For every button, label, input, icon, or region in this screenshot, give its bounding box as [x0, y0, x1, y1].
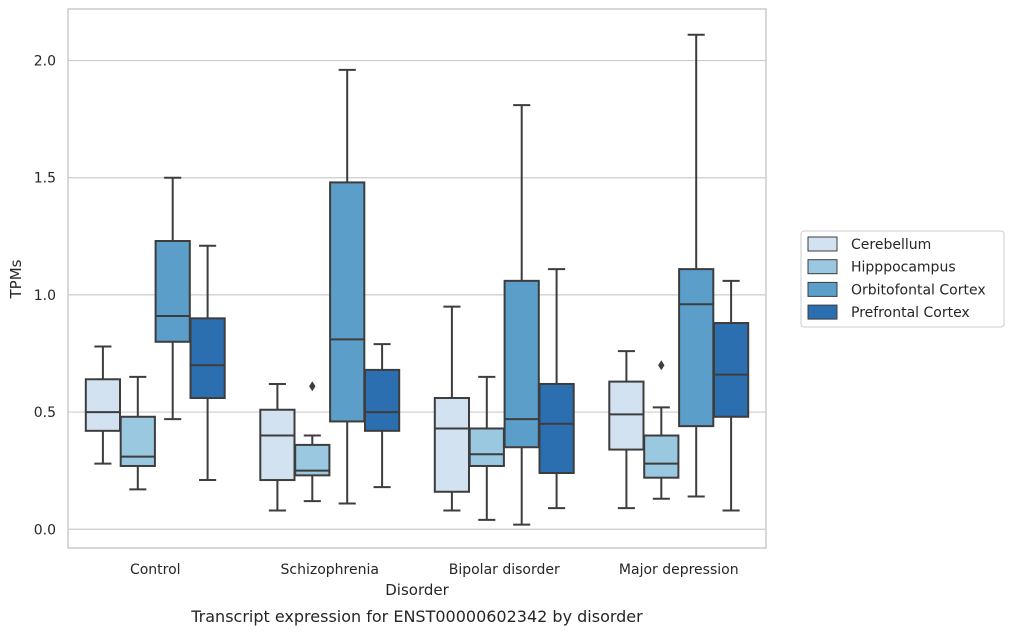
legend-frame — [800, 230, 1005, 328]
box-group — [538, 268, 575, 510]
y-tick-label: 2.0 — [34, 54, 56, 70]
box — [468, 427, 505, 467]
box — [363, 368, 401, 432]
x-tick-label: Bipolar disorder — [449, 562, 560, 578]
box-group — [294, 381, 331, 503]
y-tick-label: 0.5 — [34, 405, 56, 421]
box — [712, 322, 750, 418]
y-tick-labels: 0.0 0.5 1.0 1.5 2.0 — [34, 54, 56, 539]
legend-swatch — [807, 236, 838, 252]
x-axis-label: Disorder — [385, 581, 449, 599]
legend-label: Cerebellum — [851, 237, 931, 253]
box-group — [643, 360, 680, 500]
outlier-marker — [658, 360, 665, 371]
box-group — [678, 33, 715, 498]
box — [643, 434, 680, 479]
box — [608, 380, 645, 451]
plot-frame — [67, 8, 767, 549]
box-group — [503, 104, 540, 526]
x-tick-label: Schizophrenia — [281, 562, 379, 578]
legend-label: Hipppocampus — [851, 260, 956, 276]
x-tick-label: Major depression — [619, 562, 739, 578]
box — [154, 240, 191, 343]
x-tick-labels: Control Schizophrenia Bipolar disorder Majo… — [130, 562, 739, 578]
legend-swatch — [807, 259, 838, 275]
y-axis-label: TPMs — [7, 259, 25, 299]
box — [678, 268, 715, 428]
y-tick-label: 1.5 — [34, 171, 56, 187]
y-tick-label: 1.0 — [34, 288, 56, 304]
box — [538, 382, 575, 475]
legend-swatch — [807, 304, 838, 320]
legend: Cerebellum Hipppocampus Orbitofontal Corte… — [800, 230, 1005, 328]
box-group — [119, 375, 156, 491]
x-tick-label: Control — [130, 562, 181, 578]
box — [189, 317, 226, 400]
box — [119, 415, 156, 467]
box-group — [259, 382, 296, 512]
box-groups — [84, 33, 750, 526]
legend-label: Orbitofontal Cortex — [851, 282, 986, 298]
box-group — [363, 343, 401, 489]
box — [84, 378, 122, 432]
box — [329, 181, 366, 423]
outlier-marker — [309, 381, 316, 392]
box-group — [189, 244, 226, 482]
y-tick-label: 0.0 — [34, 522, 56, 538]
box — [503, 279, 540, 449]
box — [259, 408, 296, 482]
box-group — [608, 350, 645, 510]
box-group — [84, 345, 122, 465]
figure-caption: Transcript expression for ENST0000060234… — [190, 607, 643, 626]
legend-label: Prefrontal Cortex — [851, 305, 970, 321]
box-group — [154, 176, 191, 421]
box — [433, 397, 471, 493]
box-group — [329, 68, 366, 505]
box-group — [468, 375, 505, 521]
box-group — [712, 279, 750, 512]
legend-swatch — [807, 281, 838, 297]
box-group — [433, 305, 471, 512]
